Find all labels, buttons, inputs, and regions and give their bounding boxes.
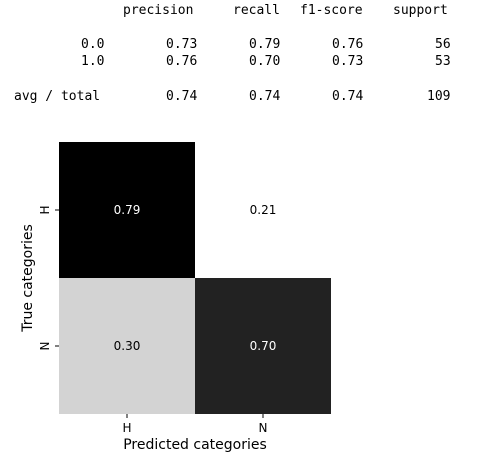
- y-tick-label: N: [38, 342, 52, 351]
- total-f1-score: 0.74: [332, 89, 364, 104]
- row-f1-score: 0.73: [332, 54, 364, 69]
- x-tick-label: H: [122, 421, 131, 435]
- heatmap-annotations: 0.79 0.21 0.30 0.70: [114, 203, 277, 353]
- heatmap-cell-value: 0.30: [114, 339, 141, 353]
- row-label: 1.0: [81, 54, 105, 69]
- row-recall: 0.79: [249, 37, 281, 52]
- x-tick-label: N: [259, 421, 268, 435]
- row-support: 53: [435, 54, 451, 69]
- row-precision: 0.76: [166, 54, 198, 69]
- total-support: 109: [427, 89, 451, 104]
- heatmap-cell-value: 0.70: [250, 339, 277, 353]
- header-recall: recall: [233, 3, 280, 18]
- heatmap-cell: [59, 278, 195, 414]
- total-precision: 0.74: [166, 89, 198, 104]
- y-tick-label: H: [38, 205, 52, 214]
- heatmap-cell: [195, 278, 331, 414]
- header-f1-score: f1-score: [300, 3, 363, 18]
- heatmap-cell: [59, 142, 195, 278]
- row-support: 56: [435, 37, 451, 52]
- y-axis-ticks: HN: [38, 205, 59, 350]
- y-axis-label: True categories: [20, 224, 36, 333]
- heatmap-cell: [195, 142, 331, 278]
- total-recall: 0.74: [249, 89, 281, 104]
- row-recall: 0.70: [249, 54, 281, 69]
- header-precision: precision: [123, 3, 194, 18]
- classification-report: precision recall f1-score support 0.0 0.…: [0, 0, 477, 120]
- row-label: 0.0: [81, 37, 105, 52]
- row-precision: 0.73: [166, 37, 198, 52]
- header-support: support: [393, 3, 448, 18]
- total-label: avg / total: [14, 89, 101, 104]
- heatmap-cell-value: 0.21: [250, 203, 277, 217]
- x-axis-label: Predicted categories: [123, 437, 267, 453]
- heatmap-cell-value: 0.79: [114, 203, 141, 217]
- heatmap-cells: [59, 142, 331, 414]
- row-f1-score: 0.76: [332, 37, 364, 52]
